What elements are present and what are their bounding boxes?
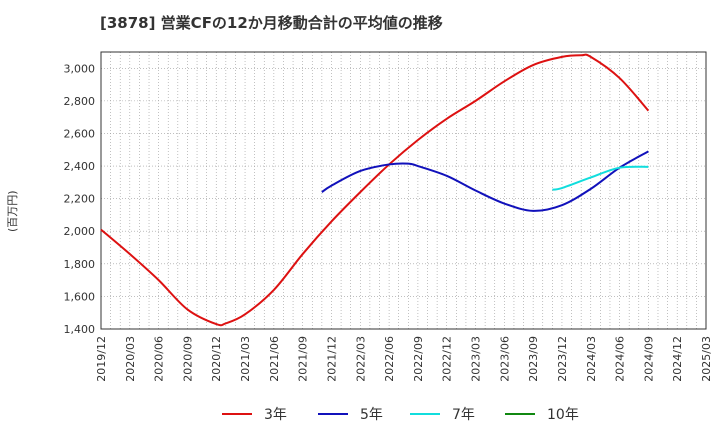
x-tick-label: 2021/06 — [268, 336, 281, 382]
x-tick-label: 2021/12 — [325, 336, 338, 382]
x-tick-label: 2024/09 — [642, 336, 655, 382]
x-tick-label: 2020/06 — [153, 336, 166, 382]
x-tick-label: 2025/03 — [700, 336, 713, 382]
plot-frame — [100, 51, 707, 330]
series-line-5年 — [321, 150, 649, 212]
x-tick-label: 2022/09 — [412, 336, 425, 382]
y-tick-label: 3,000 — [64, 62, 96, 75]
x-tick-label: 2024/06 — [614, 336, 627, 382]
legend-label-7年: 7年 — [452, 407, 475, 423]
y-tick-label: 1,800 — [64, 258, 96, 271]
x-tick-label: 2022/03 — [354, 336, 367, 382]
x-tick-label: 2022/06 — [383, 336, 396, 382]
y-tick-label: 2,000 — [64, 225, 96, 238]
x-tick-label: 2023/06 — [498, 336, 511, 382]
x-tick-label: 2023/12 — [556, 336, 569, 382]
y-tick-label: 2,600 — [64, 127, 96, 140]
x-tick-label: 2023/09 — [527, 336, 540, 382]
axes: 1,400 1,600 1,800 2,000 2,200 2,400 2,600 2,800… — [64, 51, 713, 382]
x-tick-label: 2024/12 — [671, 336, 684, 382]
x-tick-label: 2021/09 — [297, 336, 310, 382]
legend-label-10年: 10年 — [547, 407, 579, 423]
x-tick-label: 2022/12 — [441, 336, 454, 382]
y-tick-label: 2,800 — [64, 95, 96, 108]
x-tick-label: 2024/03 — [585, 336, 598, 382]
x-tick-label: 2020/12 — [210, 336, 223, 382]
legend: 3年 5年 7年 10年 — [222, 407, 579, 423]
y-tick-label: 2,400 — [64, 160, 96, 173]
chart-title: [3878] 営業CFの12か月移動合計の平均値の推移 — [100, 14, 443, 32]
series-line-7年 — [552, 165, 649, 191]
y-tick-label: 2,200 — [64, 193, 96, 206]
series-line-3年 — [100, 53, 650, 327]
legend-label-5年: 5年 — [360, 407, 383, 423]
x-tick-label: 2021/03 — [239, 336, 252, 382]
y-tick-label: 1,600 — [64, 290, 96, 303]
x-tick-label: 2019/12 — [95, 336, 108, 382]
grid-lines — [100, 52, 707, 330]
x-tick-label: 2020/03 — [124, 336, 137, 382]
x-tick-label: 2023/03 — [470, 336, 483, 382]
series-layer — [100, 53, 650, 327]
y-tick-label: 1,400 — [64, 323, 96, 336]
x-tick-label: 2020/09 — [181, 336, 194, 382]
legend-label-3年: 3年 — [264, 407, 287, 423]
